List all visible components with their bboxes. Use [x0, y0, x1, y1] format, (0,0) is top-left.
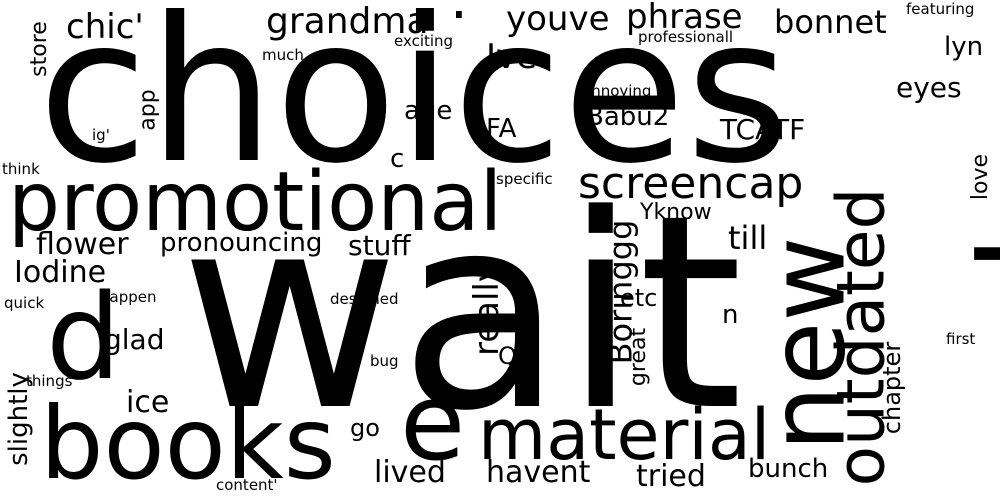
word-featuring: featuring: [906, 0, 975, 18]
word-age: age: [404, 96, 453, 126]
word-material: material: [478, 394, 771, 476]
word-tried: tried: [636, 459, 706, 494]
word-go: go: [350, 414, 380, 442]
word-store: store: [26, 21, 52, 77]
word-screencap: screencap: [578, 158, 804, 209]
word-exciting: exciting: [394, 32, 454, 50]
word-annoying: annoying: [582, 82, 652, 100]
word-ive: Ive: [486, 37, 538, 77]
word-c: c: [390, 144, 405, 174]
word-phrase: phrase: [626, 0, 743, 37]
word-dot: .: [450, 0, 468, 28]
word-much: much: [262, 46, 304, 64]
word-ice: ice: [126, 385, 170, 420]
word-first: first: [946, 330, 976, 348]
word-qb: QB: [498, 342, 534, 370]
word-specific: specific: [496, 170, 553, 188]
word-think: think: [2, 160, 40, 178]
word-grandma: grandma: [266, 1, 429, 42]
word-quick: quick: [4, 294, 45, 312]
word-fa: FA: [486, 114, 517, 144]
word-outdated: outdated: [822, 187, 900, 487]
word-babu2: Babu2: [586, 102, 670, 132]
word-chapter: chapter: [878, 341, 907, 435]
word-eyes: eyes: [896, 71, 962, 104]
word-stuff: stuff: [348, 229, 411, 262]
word-content: content': [216, 476, 278, 494]
word-choices: choices: [38, 0, 790, 208]
word-wait: wait: [180, 158, 743, 470]
word-flower: flower: [36, 227, 129, 262]
word-yknow: Yknow: [640, 200, 712, 225]
word-love: love: [968, 153, 994, 201]
word-bonnet: bonnet: [774, 3, 887, 41]
word-books: books: [40, 385, 336, 500]
word-great: great: [626, 327, 652, 387]
word-glad: glad: [104, 323, 165, 356]
word-n: n: [722, 300, 739, 330]
word-really: really: [467, 262, 507, 356]
word-etc: etc: [620, 284, 658, 312]
word-random: random: [951, 12, 1000, 500]
word-bunch: bunch: [748, 454, 829, 484]
word-bug: bug: [370, 352, 399, 370]
word-app: app: [135, 89, 161, 131]
word-havent: havent: [486, 455, 591, 490]
word-e: e: [400, 361, 466, 484]
word-youve: youve: [506, 0, 610, 39]
word-professionall: professionall: [638, 28, 734, 46]
word-chic: chic': [66, 7, 144, 47]
word-d: d: [46, 268, 121, 406]
word-happen: happen: [100, 288, 157, 306]
word-lyn: lyn: [944, 32, 984, 62]
word-promotional: promotional: [8, 155, 503, 250]
word-things: things: [26, 372, 73, 390]
word-ig: ig': [92, 126, 110, 144]
word-pronouncing: pronouncing: [160, 228, 323, 258]
word-till: till: [728, 219, 768, 257]
word-tcatf: TCATF: [720, 113, 806, 146]
word-designed: designed: [330, 290, 399, 308]
word-iodine: Iodine: [14, 255, 107, 290]
word-lived: lived: [374, 455, 446, 490]
